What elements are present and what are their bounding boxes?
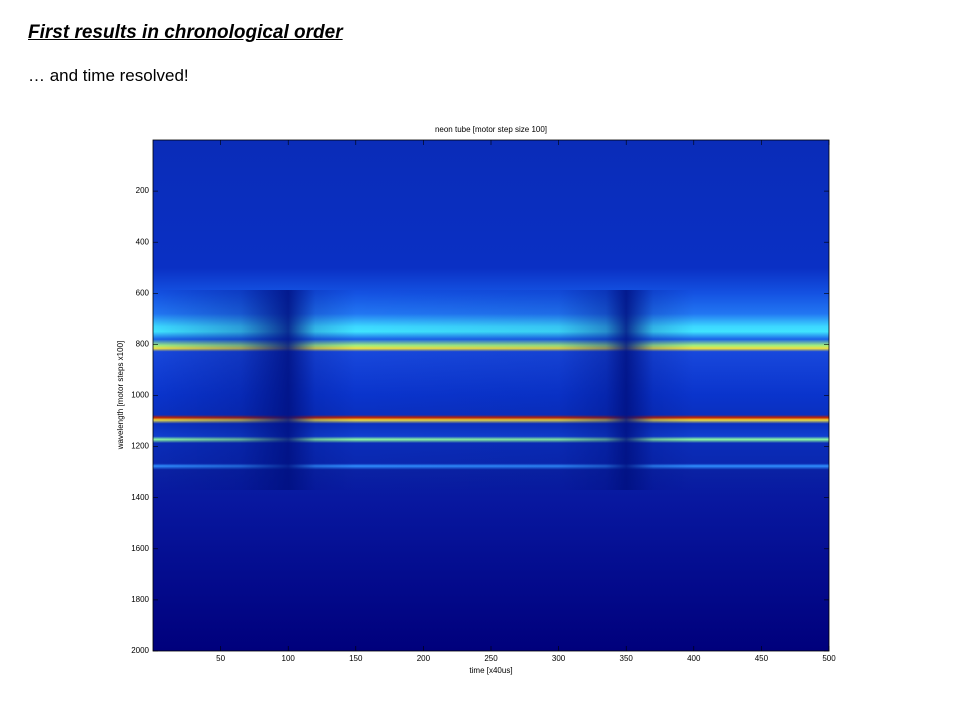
y-tick-label: 800 xyxy=(136,340,150,349)
y-tick-label: 400 xyxy=(136,237,150,246)
y-tick-label: 2000 xyxy=(131,646,149,655)
chart-title: neon tube [motor step size 100] xyxy=(435,125,547,134)
slide-title: First results in chronological order xyxy=(28,22,343,43)
slide-subtitle: … and time resolved! xyxy=(28,66,189,85)
x-tick-label: 300 xyxy=(552,654,566,663)
y-tick-label: 1800 xyxy=(131,595,149,604)
y-axis-label: wavelength [motor steps x100] xyxy=(116,341,125,451)
x-tick-label: 100 xyxy=(282,654,296,663)
y-tick-label: 600 xyxy=(136,288,150,297)
y-tick-label: 1000 xyxy=(131,391,149,400)
x-axis-label: time [x40us] xyxy=(469,666,512,675)
y-tick-label: 1600 xyxy=(131,544,149,553)
x-tick-label: 50 xyxy=(216,654,225,663)
heatmap-shade xyxy=(153,290,829,490)
x-tick-label: 500 xyxy=(822,654,836,663)
x-tick-label: 350 xyxy=(620,654,634,663)
x-tick-label: 200 xyxy=(417,654,431,663)
y-tick-label: 1200 xyxy=(131,442,149,451)
x-tick-label: 150 xyxy=(349,654,363,663)
x-tick-label: 250 xyxy=(484,654,498,663)
x-tick-label: 450 xyxy=(755,654,769,663)
y-tick-label: 200 xyxy=(136,186,150,195)
y-tick-label: 1400 xyxy=(131,493,149,502)
x-tick-label: 400 xyxy=(687,654,701,663)
